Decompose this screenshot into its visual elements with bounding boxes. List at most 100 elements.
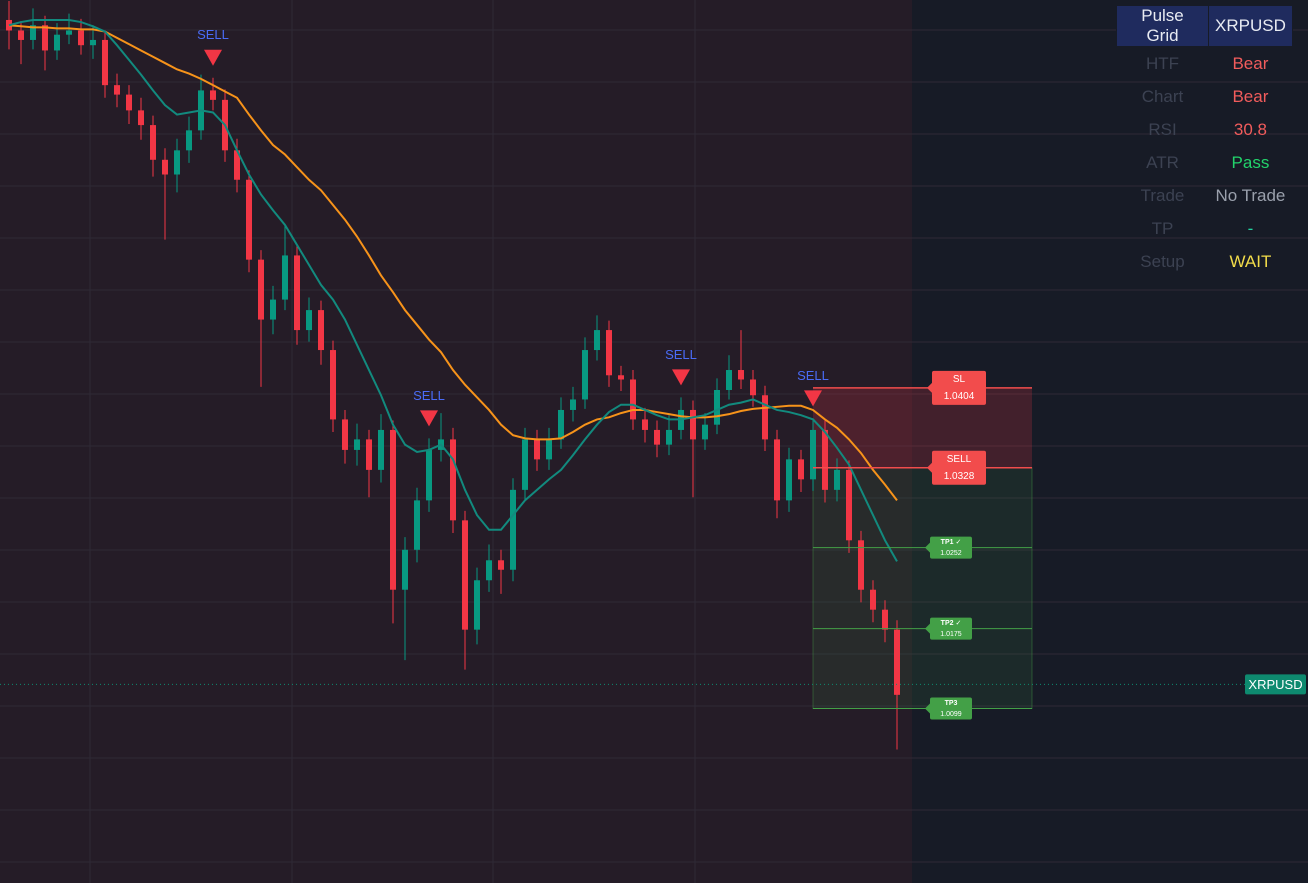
candle-body [462,520,468,630]
candle-body [378,429,384,470]
status-table: Pulse Grid XRPUSD HTF Bear Chart Bear RSI 30.8 A… [1116,5,1293,278]
candle-body [66,30,72,35]
candle-body [738,370,744,380]
candle-body [318,310,324,351]
candle-body [54,34,60,51]
table-row: Trade No Trade [1117,179,1293,212]
sell-signal [204,49,222,66]
sell-signal [672,369,690,386]
table-cell: Trade [1140,185,1185,205]
candle-body [582,350,588,400]
candle-body [690,409,696,440]
level-badge-pointer [925,623,930,634]
candle-body [750,379,756,396]
table-row: Pulse Grid XRPUSD [1116,5,1293,47]
table-cell: Bear [1232,53,1269,73]
last-price-label: XRPUSD [1248,677,1302,692]
candle-body [642,419,648,430]
table-cell: Bear [1232,86,1269,106]
candle-body [630,379,636,420]
candle-body [162,159,168,175]
candle-body [294,255,300,331]
candle-body [870,589,876,610]
candle-body [546,439,552,460]
table-row: Setup WAIT [1117,245,1293,278]
candle-body [534,439,540,460]
table-cell: - [1247,218,1254,238]
candle-body [414,500,420,550]
level-badge-pointer [927,382,932,393]
candle-body [822,429,828,490]
last-price-badge [1245,674,1306,695]
candle-body [774,439,780,501]
candle-body [390,429,396,590]
table-cell: Setup [1140,251,1185,271]
table-row: HTF Bear [1117,47,1293,81]
level-label: TP3 [945,700,958,707]
level-label: SL [953,374,966,385]
table-cell: RSI [1148,119,1177,139]
candle-body [726,370,732,390]
candle-body [282,255,288,300]
candle-body [102,39,108,86]
candle-body [234,150,240,180]
candle-body [594,330,600,351]
level-value: 1.0328 [944,471,975,482]
level-badge-pointer [925,703,930,714]
signal-label: SELL [665,347,697,362]
level-value: 1.0175 [940,631,962,638]
level-badge [930,536,972,559]
candle-body [714,389,720,425]
moving-average [8,18,898,562]
level-label: SELL [947,454,972,465]
candle-body [174,150,180,175]
table-row: RSI 30.8 [1117,113,1293,146]
level-badge-pointer [927,462,932,473]
table-cell: WAIT [1229,251,1272,271]
candle-body [450,439,456,521]
level-badge-pointer [925,542,930,553]
candle-body [90,39,96,46]
candle-body [18,30,24,40]
level-label: TP2 ✓ [941,620,962,627]
level-value: 1.0404 [944,391,975,402]
candle-body [834,469,840,490]
candle-body [702,424,708,440]
candle-body [402,549,408,590]
reward-zone [812,467,1033,710]
candle-body [366,439,372,470]
table-cell: XRPUSD [1208,5,1293,47]
table-cell: ATR [1146,152,1179,172]
candle-body [342,419,348,450]
candle-body [114,85,120,95]
candle-body [210,90,216,100]
candle-body [246,179,252,260]
candle-body [558,409,564,440]
candle-body [618,375,624,380]
candle-body [426,449,432,501]
candle-body [606,330,612,376]
table-cell: HTF [1145,53,1180,73]
level-badge [930,697,972,720]
table-cell: No Trade [1215,185,1286,205]
candle-body [306,310,312,331]
level-label: TP1 ✓ [941,539,962,546]
candle-body [186,130,192,151]
level-badge [930,617,972,640]
candle-body [570,399,576,410]
candle-body [894,629,900,695]
candle-body [126,94,132,111]
candle-body [654,429,660,445]
signal-label: SELL [413,388,445,403]
level-value: 1.0252 [940,550,962,557]
candle-body [258,259,264,320]
candle-body [522,439,528,490]
sell-signal [420,410,438,427]
signal-label: SELL [797,368,829,383]
level-value: 1.0099 [940,711,962,718]
table-row: Chart Bear [1117,80,1293,113]
candle-body [810,429,816,480]
level-badge [932,370,986,405]
